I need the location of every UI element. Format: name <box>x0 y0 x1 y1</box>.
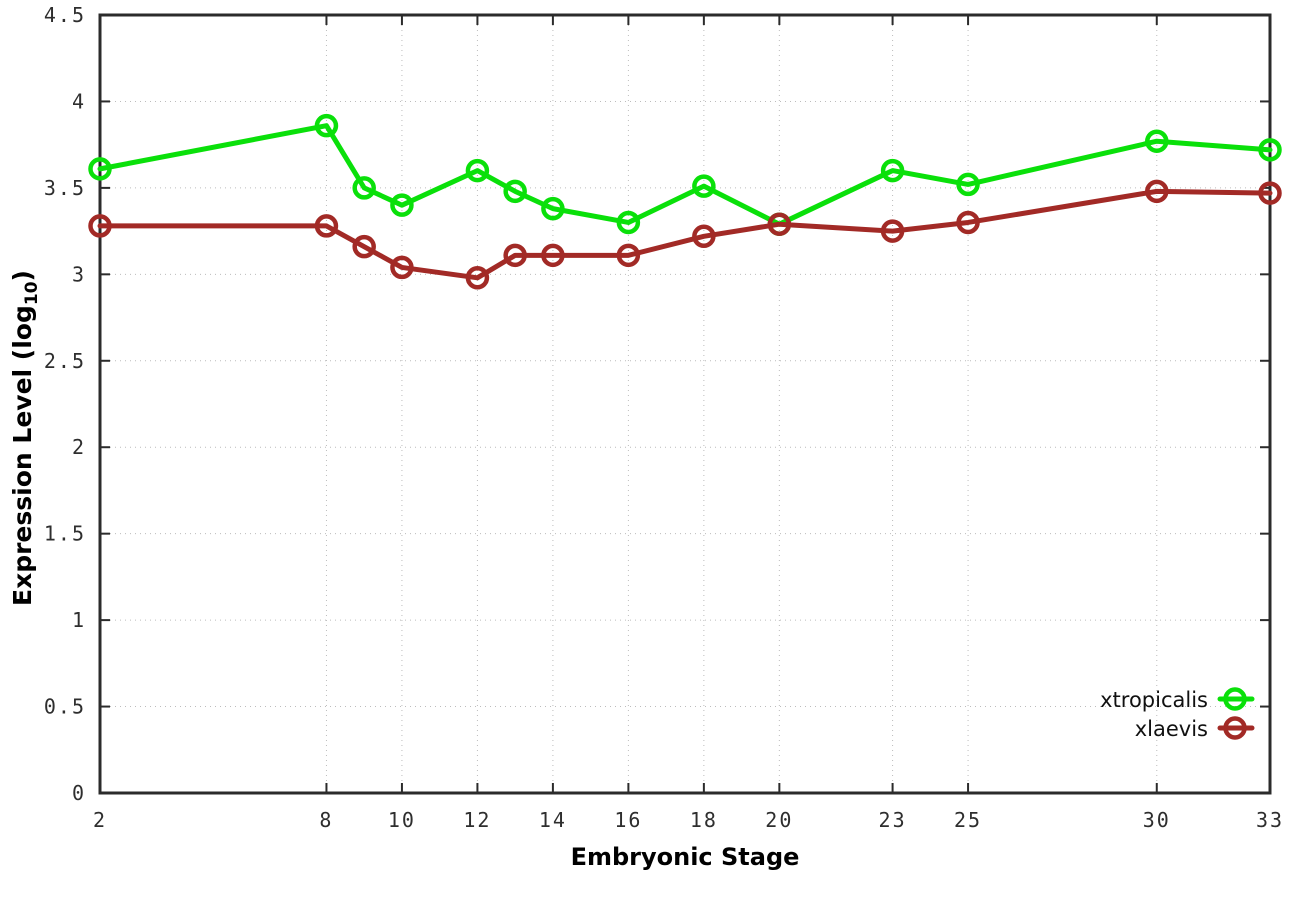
axes <box>98 13 1272 795</box>
y-axis-title: Expression Level (log10) <box>8 208 44 668</box>
legend-sample-marker-xlaevis <box>1223 716 1247 740</box>
data-point-marker-xlaevis <box>390 255 414 280</box>
data-point-marker-xtropicalis <box>314 113 339 138</box>
data-point-marker-xlaevis <box>88 214 112 238</box>
x-tick-label: 12 <box>463 808 491 832</box>
data-point-marker-xlaevis <box>541 243 565 268</box>
data-point-marker-xlaevis <box>465 266 490 290</box>
x-tick-label: 23 <box>879 808 907 832</box>
y-axis-title-subscript: 10 <box>22 281 42 306</box>
data-point-marker-xtropicalis <box>352 176 376 200</box>
x-tick-label: 8 <box>319 808 333 832</box>
x-tick-label: 10 <box>388 808 416 832</box>
data-series <box>88 113 1282 290</box>
legend-samples <box>1217 687 1255 740</box>
legend-label-xlaevis: xlaevis <box>1135 717 1208 741</box>
y-tick-label: 1.5 <box>44 522 86 546</box>
tick-labels: 2 8 10 12 14 16 18 20 23 25 30 33 0 0.5 1 1.5 2 2.5 3 3.5 4 4… <box>44 3 1284 832</box>
y-axis-title-suffix: ) <box>8 270 37 282</box>
plot-border <box>98 13 1272 795</box>
data-point-marker-xtropicalis <box>390 193 414 217</box>
x-tick-label: 14 <box>539 808 567 832</box>
legend-label-xtropicalis: xtropicalis <box>1100 688 1208 712</box>
x-axis-title: Embryonic Stage <box>570 843 800 871</box>
legend-sample-marker-xtropicalis <box>1223 687 1247 711</box>
x-tick-label: 18 <box>690 808 718 832</box>
data-point-marker-xlaevis <box>767 212 792 236</box>
data-point-marker-xlaevis <box>314 214 339 238</box>
data-point-marker-xtropicalis <box>956 172 980 197</box>
x-tick-label: 25 <box>954 808 982 832</box>
y-tick-label: 2.5 <box>44 349 86 373</box>
series-line-xtropicalis <box>97 123 1273 227</box>
data-point-marker-xlaevis <box>616 243 641 268</box>
y-tick-label: 1 <box>72 608 86 632</box>
data-point-marker-xlaevis <box>880 219 905 243</box>
y-tick-label: 0 <box>72 781 86 805</box>
data-point-marker-xlaevis <box>1258 181 1282 205</box>
x-tick-label: 20 <box>765 808 793 832</box>
data-point-marker-xlaevis <box>1145 179 1169 204</box>
y-axis-title-text: Expression Level (log <box>8 305 37 606</box>
y-tick-label: 4 <box>72 89 86 113</box>
data-point-marker-xlaevis <box>956 210 980 235</box>
data-point-marker-xtropicalis <box>880 158 905 183</box>
data-point-marker-xtropicalis <box>1258 138 1282 162</box>
x-tick-label: 30 <box>1143 808 1171 832</box>
data-point-marker-xlaevis <box>352 234 376 259</box>
grid-lines <box>99 14 1271 794</box>
series-line-xlaevis <box>97 188 1273 281</box>
data-point-marker-xtropicalis <box>692 174 716 198</box>
y-tick-label: 3 <box>72 262 86 286</box>
data-point-marker-xtropicalis <box>503 179 527 204</box>
data-point-marker-xtropicalis <box>541 196 565 221</box>
y-tick-label: 2 <box>72 435 86 459</box>
y-tick-label: 4.5 <box>44 3 86 27</box>
y-tick-label: 0.5 <box>44 695 86 719</box>
x-tick-label: 16 <box>614 808 642 832</box>
data-point-marker-xlaevis <box>692 224 716 249</box>
data-point-marker-xlaevis <box>503 243 527 268</box>
y-tick-label: 3.5 <box>44 176 86 200</box>
data-point-marker-xtropicalis <box>465 158 490 183</box>
x-tick-label: 33 <box>1256 808 1284 832</box>
legend: xtropicalis xlaevis <box>1100 687 1255 741</box>
x-tick-label: 2 <box>93 808 107 832</box>
data-point-marker-xtropicalis <box>1145 129 1169 153</box>
data-point-marker-xtropicalis <box>88 157 112 181</box>
data-point-marker-xtropicalis <box>616 210 641 235</box>
